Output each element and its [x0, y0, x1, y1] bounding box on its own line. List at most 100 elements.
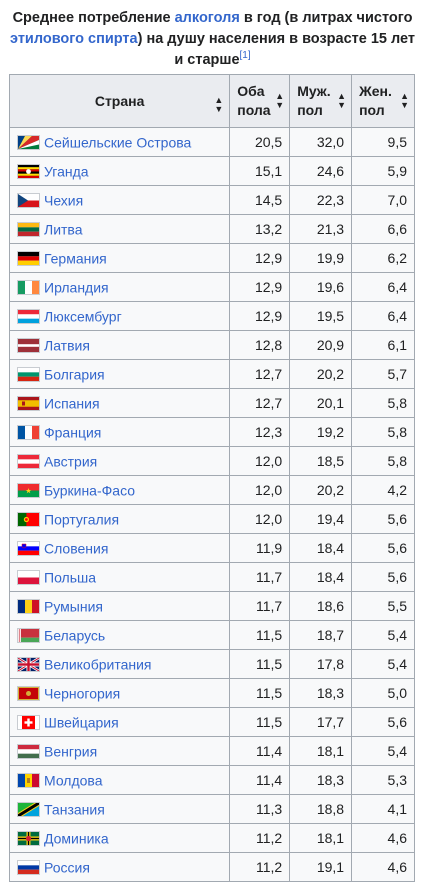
male-cell: 18,8: [289, 794, 353, 824]
country-cell: Сейшельские Острова: [8, 127, 231, 157]
male-cell: 21,3: [289, 214, 353, 244]
country-link[interactable]: Черногория: [44, 685, 121, 702]
country-cell: Уганда: [8, 156, 231, 186]
france-flag-icon: [17, 425, 40, 441]
country-link[interactable]: Ирландия: [44, 279, 109, 296]
country-link[interactable]: Сейшельские Острова: [44, 134, 192, 151]
reference-link[interactable]: [1]: [239, 50, 251, 61]
both-sexes-cell: 20,5: [229, 127, 291, 157]
both-sexes-cell: 11,7: [229, 562, 291, 592]
country-cell: Беларусь: [8, 620, 231, 650]
male-cell: 18,1: [289, 736, 353, 766]
country-link[interactable]: Буркина-Фасо: [44, 482, 136, 499]
alcohol-link[interactable]: алкоголя: [174, 10, 240, 26]
column-header-label: Муж. пол: [297, 83, 331, 118]
column-header-female[interactable]: Жен. пол ▲ ▼: [351, 74, 415, 128]
country-link[interactable]: Болгария: [44, 366, 105, 383]
sort-icon[interactable]: ▲ ▼: [275, 91, 285, 110]
country-link[interactable]: Беларусь: [44, 627, 106, 644]
country-cell: Польша: [8, 562, 231, 592]
country-cell: Люксембург: [8, 301, 231, 331]
country-link[interactable]: Россия: [44, 859, 90, 876]
male-cell: 19,9: [289, 243, 353, 273]
country-link[interactable]: Франция: [44, 424, 102, 441]
female-cell: 4,2: [351, 475, 415, 505]
country-link[interactable]: Танзания: [44, 801, 105, 818]
montenegro-flag-icon: [17, 686, 40, 702]
male-cell: 20,9: [289, 330, 353, 360]
country-cell: Доминика: [8, 823, 231, 853]
country-cell: Румыния: [8, 591, 231, 621]
burkina-flag-icon: [17, 483, 40, 499]
caption-text: ) на душу населения в возрасте 15 лет и …: [137, 31, 415, 68]
country-link[interactable]: Молдова: [44, 772, 103, 789]
header-row: Страна ▲ ▼ Оба пола ▲ ▼ Муж. пол ▲ ▼ Жен. пол…: [8, 74, 415, 128]
country-cell: Танзания: [8, 794, 231, 824]
country-link[interactable]: Чехия: [44, 192, 84, 209]
male-cell: 19,1: [289, 852, 353, 882]
table-row: Португалия 12,0 19,4 5,6: [8, 504, 415, 534]
both-sexes-cell: 12,9: [229, 272, 291, 302]
country-link[interactable]: Литва: [44, 221, 83, 238]
both-sexes-cell: 12,3: [229, 417, 291, 447]
switzerland-flag-icon: [17, 715, 40, 731]
both-sexes-cell: 12,9: [229, 301, 291, 331]
country-link[interactable]: Словения: [44, 540, 109, 557]
caption-text: Среднее потребление: [12, 10, 175, 26]
both-sexes-cell: 14,5: [229, 185, 291, 215]
male-cell: 20,2: [289, 475, 353, 505]
male-cell: 19,5: [289, 301, 353, 331]
uk-flag-icon: [17, 657, 40, 673]
female-cell: 6,1: [351, 330, 415, 360]
female-cell: 5,6: [351, 707, 415, 737]
country-link[interactable]: Австрия: [44, 453, 98, 470]
sort-icon[interactable]: ▲ ▼: [400, 91, 409, 110]
both-sexes-cell: 11,9: [229, 533, 291, 563]
country-link[interactable]: Румыния: [44, 598, 104, 615]
male-cell: 18,6: [289, 591, 353, 621]
female-cell: 5,8: [351, 388, 415, 418]
country-link[interactable]: Люксембург: [44, 308, 122, 325]
female-cell: 5,6: [351, 504, 415, 534]
portugal-flag-icon: [17, 512, 40, 528]
country-link[interactable]: Португалия: [44, 511, 120, 528]
both-sexes-cell: 12,7: [229, 359, 291, 389]
male-cell: 19,2: [289, 417, 353, 447]
sort-icon[interactable]: ▲ ▼: [337, 91, 347, 110]
country-link[interactable]: Латвия: [44, 337, 90, 354]
male-cell: 17,8: [289, 649, 353, 679]
slovenia-flag-icon: [17, 541, 40, 557]
table-row: Австрия 12,0 18,5 5,8: [8, 446, 415, 476]
belarus-flag-icon: [17, 628, 40, 644]
column-header-male[interactable]: Муж. пол ▲ ▼: [289, 74, 353, 128]
both-sexes-cell: 11,5: [229, 620, 291, 650]
both-sexes-cell: 12,0: [229, 446, 291, 476]
female-cell: 9,5: [351, 127, 415, 157]
table-row: Танзания 11,3 18,8 4,1: [8, 794, 415, 824]
latvia-flag-icon: [17, 338, 40, 354]
table-row: Венгрия 11,4 18,1 5,4: [8, 736, 415, 766]
male-cell: 18,3: [289, 765, 353, 795]
country-cell: Болгария: [8, 359, 231, 389]
both-sexes-cell: 15,1: [229, 156, 291, 186]
country-cell: Венгрия: [8, 736, 231, 766]
both-sexes-cell: 12,9: [229, 243, 291, 273]
column-header-both[interactable]: Оба пола ▲ ▼: [229, 74, 291, 128]
column-header-label: Жен. пол: [359, 83, 392, 118]
germany-flag-icon: [17, 251, 40, 267]
country-link[interactable]: Швейцария: [44, 714, 119, 731]
ethanol-link[interactable]: этилового спирта: [10, 31, 138, 47]
table-row: Молдова 11,4 18,3 5,3: [8, 765, 415, 795]
country-link[interactable]: Испания: [44, 395, 100, 412]
column-header-country[interactable]: Страна ▲ ▼: [8, 74, 231, 128]
country-link[interactable]: Германия: [44, 250, 107, 267]
country-link[interactable]: Венгрия: [44, 743, 98, 760]
country-link[interactable]: Великобритания: [44, 656, 152, 673]
country-link[interactable]: Польша: [44, 569, 97, 586]
country-link[interactable]: Доминика: [44, 830, 109, 847]
sort-icon[interactable]: ▲ ▼: [214, 95, 224, 114]
female-cell: 4,1: [351, 794, 415, 824]
table-row: Сейшельские Острова 20,5 32,0 9,5: [8, 127, 415, 157]
moldova-flag-icon: [17, 773, 40, 789]
country-link[interactable]: Уганда: [44, 163, 89, 180]
